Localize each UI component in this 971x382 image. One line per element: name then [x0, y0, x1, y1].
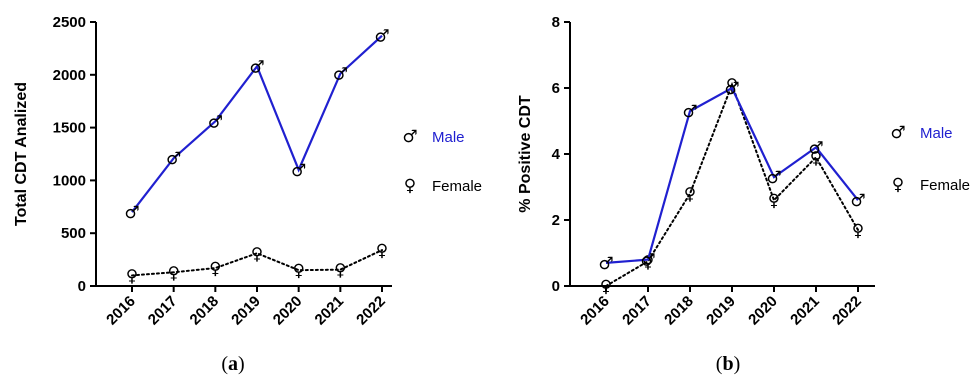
x-tick-label: 2016	[577, 293, 613, 329]
data-point-male: ♂	[850, 191, 865, 211]
legend-male-label: Male	[432, 129, 465, 146]
data-point-male: ♂	[808, 138, 823, 158]
x-tick-label: 2022	[829, 293, 865, 329]
data-point-male: ♂	[640, 251, 655, 271]
x-tick-label: 2017	[619, 293, 655, 329]
legend-male-icon: ♂	[890, 123, 905, 143]
legend-female-icon: ♀	[404, 176, 416, 196]
data-point-female: ♀	[642, 252, 654, 272]
series-line-female	[605, 81, 859, 287]
x-tick-label: 2018	[187, 293, 223, 329]
y-axis-title: % Positive CDT	[517, 95, 534, 213]
data-point-female: ♀	[376, 241, 388, 261]
data-point-female: ♀	[167, 263, 179, 283]
data-point-female: ♀	[600, 277, 612, 297]
data-point-female: ♀	[768, 191, 780, 211]
x-tick-label: 2017	[145, 293, 181, 329]
y-tick-label: 0	[552, 278, 560, 295]
y-tick-label: 500	[61, 225, 86, 242]
y-tick-label: 2	[552, 212, 560, 229]
data-point-female: ♀	[684, 185, 696, 205]
y-tick-label: 1000	[53, 172, 86, 189]
x-tick-label: 2022	[353, 293, 389, 329]
y-tick-label: 2500	[53, 14, 86, 31]
y-tick-label: 0	[78, 278, 86, 295]
x-tick-label: 2016	[103, 293, 139, 329]
y-tick-label: 8	[552, 14, 560, 31]
data-point-female: ♀	[209, 259, 221, 279]
series-line-male	[605, 86, 859, 264]
data-point-male: ♂	[598, 254, 613, 274]
x-tick-label: 2019	[228, 293, 264, 329]
data-point-female: ♀	[334, 261, 346, 281]
data-point-male: ♂	[374, 27, 389, 47]
y-axis-title: Total CDT Analized	[13, 82, 30, 226]
legend-female-label: Female	[432, 178, 482, 195]
series-line-female	[131, 249, 383, 277]
x-tick-label: 2020	[745, 293, 781, 329]
x-tick-label: 2020	[270, 293, 306, 329]
data-point-female: ♀	[292, 261, 304, 281]
data-point-female: ♀	[126, 266, 138, 286]
data-point-male: ♂	[124, 203, 139, 223]
y-tick-label: 1500	[53, 120, 86, 137]
data-point-female: ♀	[251, 244, 263, 264]
legend-female-icon: ♀	[892, 175, 904, 195]
series-line-male	[131, 34, 383, 213]
data-point-male: ♂	[724, 79, 739, 99]
y-tick-label: 4	[552, 146, 561, 163]
data-point-male: ♂	[208, 112, 223, 132]
chart-panel-b: 0 2 4 6 8 2016 2017 2018 2019 2020 2021 2022 % Posit…	[517, 14, 970, 375]
x-tick-label: 2021	[787, 293, 823, 329]
data-point-female: ♀	[852, 221, 864, 241]
data-point-male: ♂	[291, 161, 306, 181]
data-point-female: ♀	[810, 148, 822, 168]
data-point-male: ♂	[249, 57, 264, 77]
chart-panel-a: 0 500 1000 1500 2000 2500 2016 2017 2018 2019 2020…	[13, 14, 482, 375]
legend-male-icon: ♂	[402, 127, 417, 147]
data-point-male: ♂	[166, 149, 181, 169]
data-point-male: ♂	[682, 102, 697, 122]
legend-female-label: Female	[920, 177, 970, 194]
data-point-male: ♂	[766, 168, 781, 188]
panel-label: (a)	[221, 353, 244, 375]
y-tick-label: 6	[552, 80, 560, 97]
x-tick-label: 2021	[312, 293, 348, 329]
x-tick-label: 2018	[661, 293, 697, 329]
y-tick-label: 2000	[53, 67, 86, 84]
legend-male-label: Male	[920, 125, 953, 142]
panel-label: (b)	[716, 353, 740, 375]
data-point-male: ♂	[333, 65, 348, 85]
x-tick-label: 2019	[703, 293, 739, 329]
